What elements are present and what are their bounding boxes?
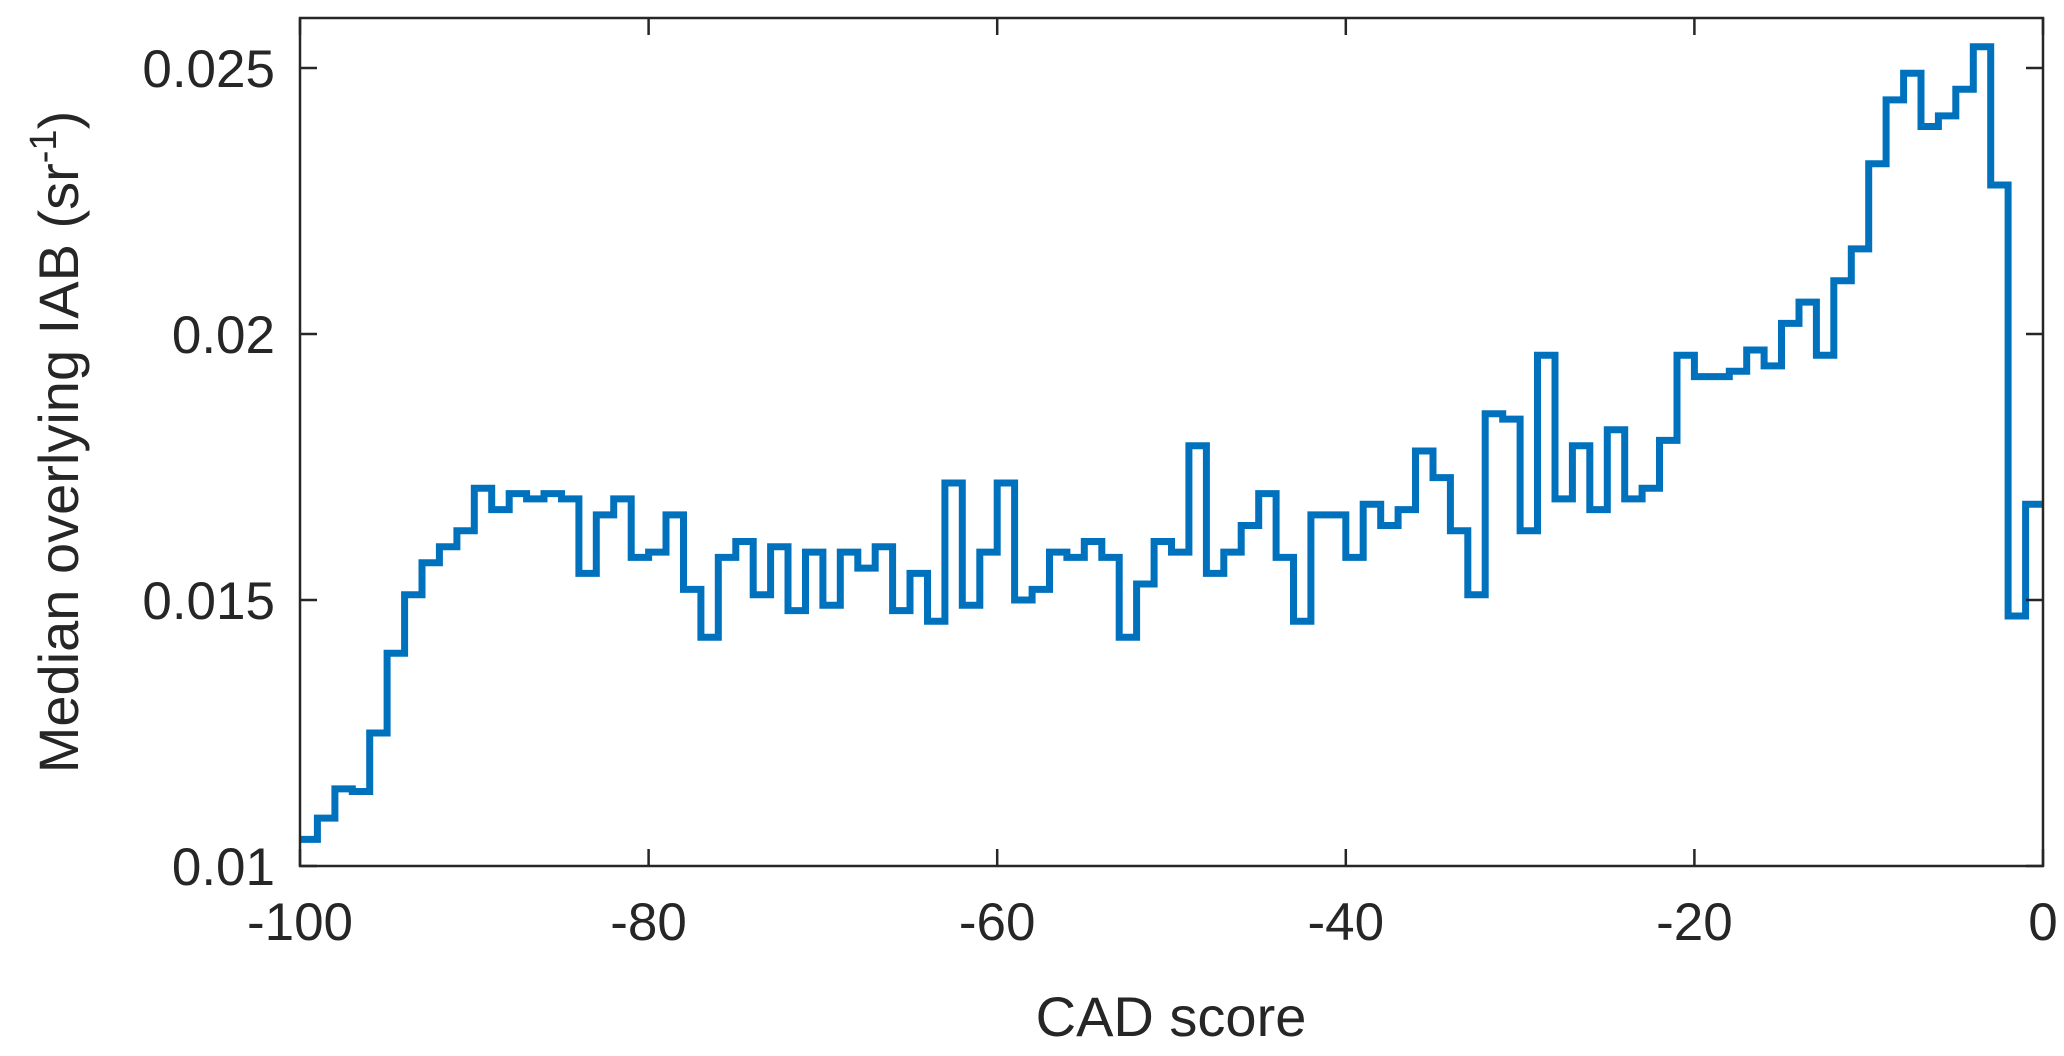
x-tick-label: -60 — [959, 893, 1036, 952]
y-tick-label: 0.015 — [142, 572, 275, 631]
y-axis-label-superscript: -1 — [23, 129, 65, 163]
y-axis-label: Median overlying IAB (sr-1) — [23, 111, 90, 773]
x-tick-label: -80 — [610, 893, 687, 952]
y-axis-label-main: Median overlying IAB (sr — [27, 163, 90, 773]
series-line-0 — [300, 43, 2043, 843]
y-axis: 0.01 0.015 0.02 0.025 — [142, 40, 2043, 897]
x-tick-label: -100 — [247, 893, 353, 952]
x-axis: -100 -80 -60 -40 -20 0 — [247, 18, 2058, 952]
y-axis-label-close: ) — [27, 111, 90, 130]
y-tick-label: 0.02 — [172, 306, 275, 365]
axes-box — [298, 16, 2045, 868]
y-tick-label: 0.025 — [142, 40, 275, 99]
y-tick-label: 0.01 — [172, 838, 275, 897]
x-tick-label: -40 — [1307, 893, 1384, 952]
plot-area — [298, 16, 2045, 868]
x-tick-label: 0 — [2028, 893, 2057, 952]
x-axis-label: CAD score — [1036, 985, 1307, 1048]
x-tick-label: -20 — [1656, 893, 1733, 952]
